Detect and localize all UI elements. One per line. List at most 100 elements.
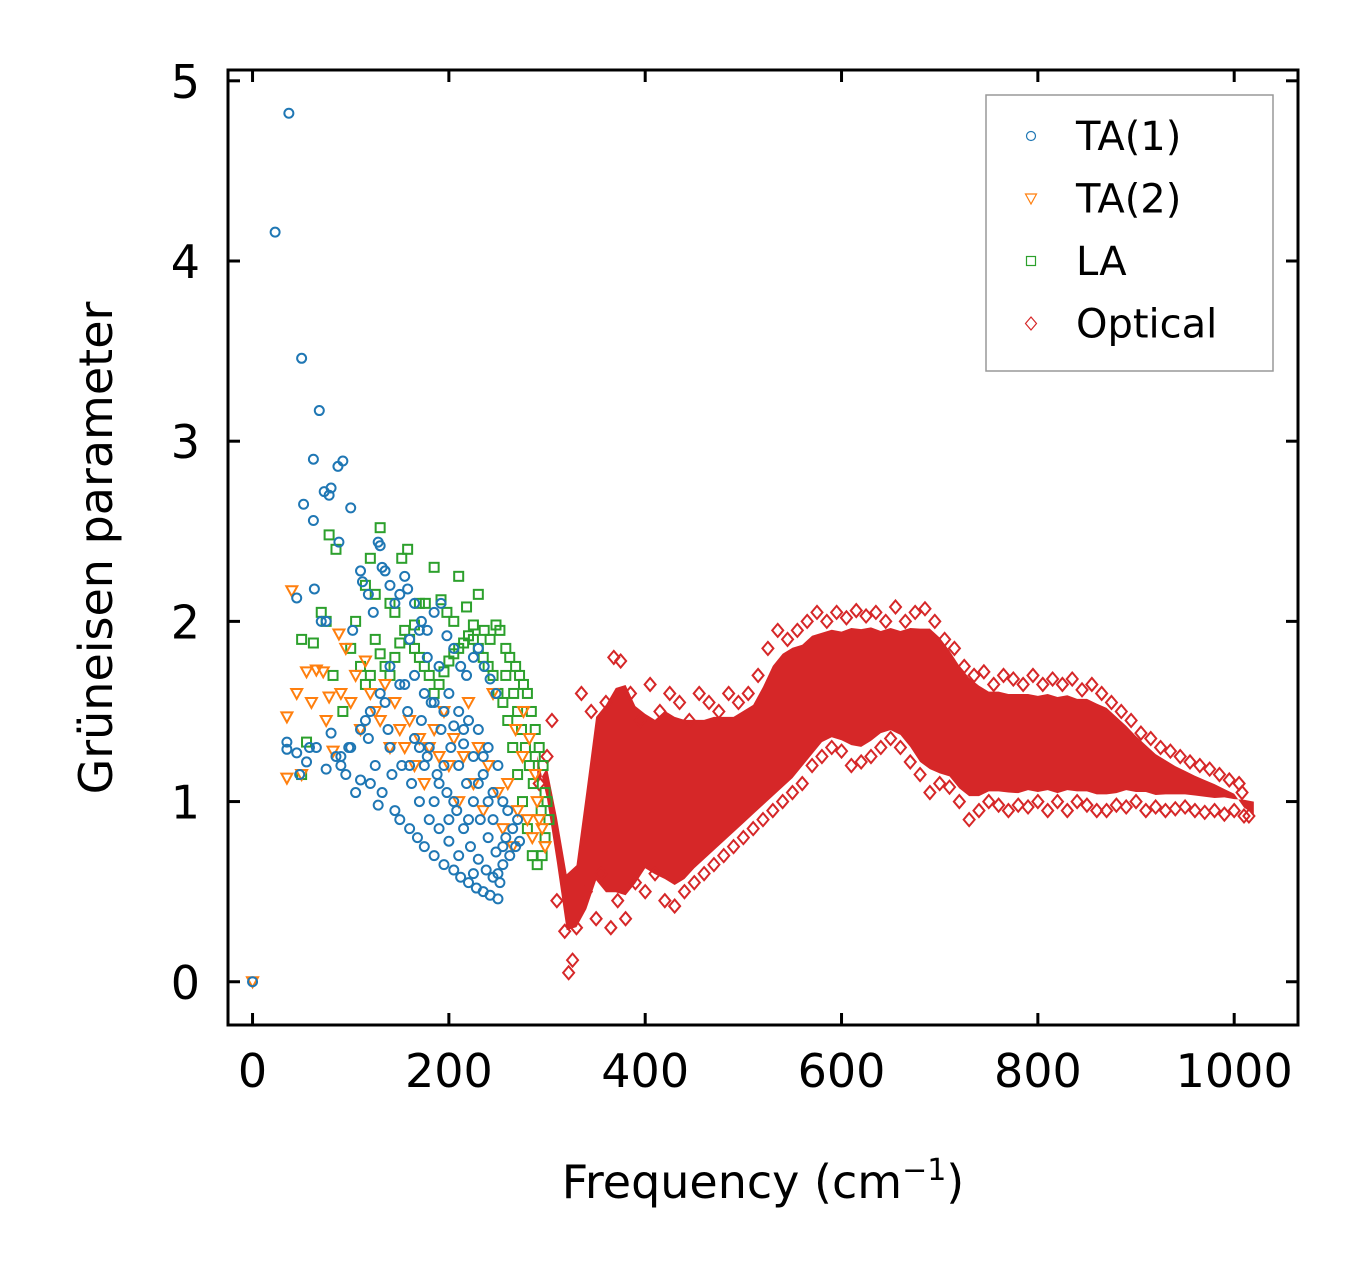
data-point — [318, 714, 334, 729]
data-point — [307, 514, 319, 526]
data-point — [658, 892, 672, 909]
data-point — [301, 736, 313, 748]
data-point — [402, 543, 414, 555]
x-tick-label: 600 — [798, 1044, 886, 1098]
data-point — [428, 561, 440, 573]
data-point — [291, 747, 303, 759]
data-point — [409, 733, 421, 744]
x-axis-label-text: Frequency (cm — [562, 1155, 902, 1209]
data-point — [409, 669, 421, 681]
data-point — [335, 751, 347, 763]
data-point — [557, 923, 572, 940]
data-point — [325, 727, 337, 739]
data-point — [428, 850, 440, 862]
data-point — [304, 696, 319, 711]
x-tick-label: 200 — [405, 1044, 493, 1098]
y-axis-label: Grüneisen parameter — [69, 301, 123, 794]
data-point — [981, 793, 996, 810]
legend-label: Optical — [1076, 302, 1217, 348]
data-point — [692, 685, 707, 702]
data-point — [298, 498, 310, 510]
data-point — [736, 829, 751, 846]
data-point — [445, 742, 457, 754]
data-point — [418, 660, 430, 672]
data-point — [1011, 797, 1026, 814]
data-point — [937, 631, 952, 648]
data-point — [746, 820, 760, 837]
data-point — [461, 778, 473, 790]
plot-frame — [226, 68, 1300, 1027]
data-point — [394, 588, 406, 600]
data-point — [438, 760, 450, 772]
data-point — [514, 669, 526, 681]
data-point — [967, 667, 981, 684]
data-point — [648, 865, 662, 882]
legend-marker-square — [1025, 255, 1037, 267]
data-point — [477, 751, 489, 763]
data-point — [775, 793, 790, 810]
data-point — [516, 705, 531, 720]
data-point — [531, 859, 543, 871]
data-point — [350, 787, 362, 799]
data-point — [839, 609, 854, 626]
data-point — [1006, 670, 1021, 688]
legend-item: TA(2) — [1024, 177, 1181, 223]
legend-box — [985, 94, 1274, 372]
data-point — [433, 823, 445, 835]
data-point — [413, 796, 425, 808]
data-point — [1031, 793, 1045, 810]
data-point — [962, 811, 976, 828]
data-point — [785, 784, 800, 801]
data-point — [1163, 743, 1178, 760]
data-point — [487, 787, 499, 799]
data-point — [461, 601, 473, 613]
data-point — [805, 757, 819, 774]
data-point — [991, 797, 1006, 814]
data-point — [364, 669, 376, 681]
data-point — [451, 796, 466, 810]
data-point — [522, 733, 537, 747]
data-point — [1183, 753, 1197, 770]
data-point — [423, 669, 435, 681]
data-point — [1173, 748, 1188, 765]
data-point — [908, 604, 922, 621]
data-point — [484, 633, 496, 645]
data-point — [810, 604, 824, 621]
data-point — [1089, 802, 1104, 819]
data-point — [269, 226, 281, 238]
data-point — [500, 832, 512, 844]
data-point — [435, 594, 447, 606]
data-point — [1222, 771, 1237, 788]
data-point — [531, 814, 547, 828]
data-point — [428, 687, 440, 699]
data-point — [307, 637, 319, 649]
data-point — [428, 696, 440, 708]
data-point — [402, 705, 414, 717]
data-point — [472, 778, 484, 790]
data-point — [315, 615, 327, 627]
data-point — [1227, 802, 1242, 819]
data-point — [340, 769, 352, 781]
data-point — [453, 760, 465, 772]
data-point — [284, 585, 299, 599]
data-point — [343, 696, 358, 711]
data-point — [333, 687, 349, 702]
data-point — [507, 823, 519, 835]
data-point — [396, 552, 408, 564]
data-point — [367, 606, 379, 618]
data-point — [279, 711, 295, 725]
data-point — [1119, 798, 1134, 816]
data-point — [472, 853, 484, 865]
data-point — [376, 787, 388, 799]
data-point — [1050, 793, 1065, 810]
data-point — [677, 883, 692, 900]
data-point — [392, 723, 407, 738]
data-point — [379, 696, 391, 708]
data-point — [550, 892, 564, 909]
data-point — [712, 703, 726, 720]
data-point — [478, 624, 490, 636]
data-point — [448, 864, 460, 876]
y-tick-label: 1 — [171, 776, 200, 830]
legend: TA(1) TA(2) LA Optical — [985, 94, 1274, 372]
data-point — [996, 667, 1011, 684]
